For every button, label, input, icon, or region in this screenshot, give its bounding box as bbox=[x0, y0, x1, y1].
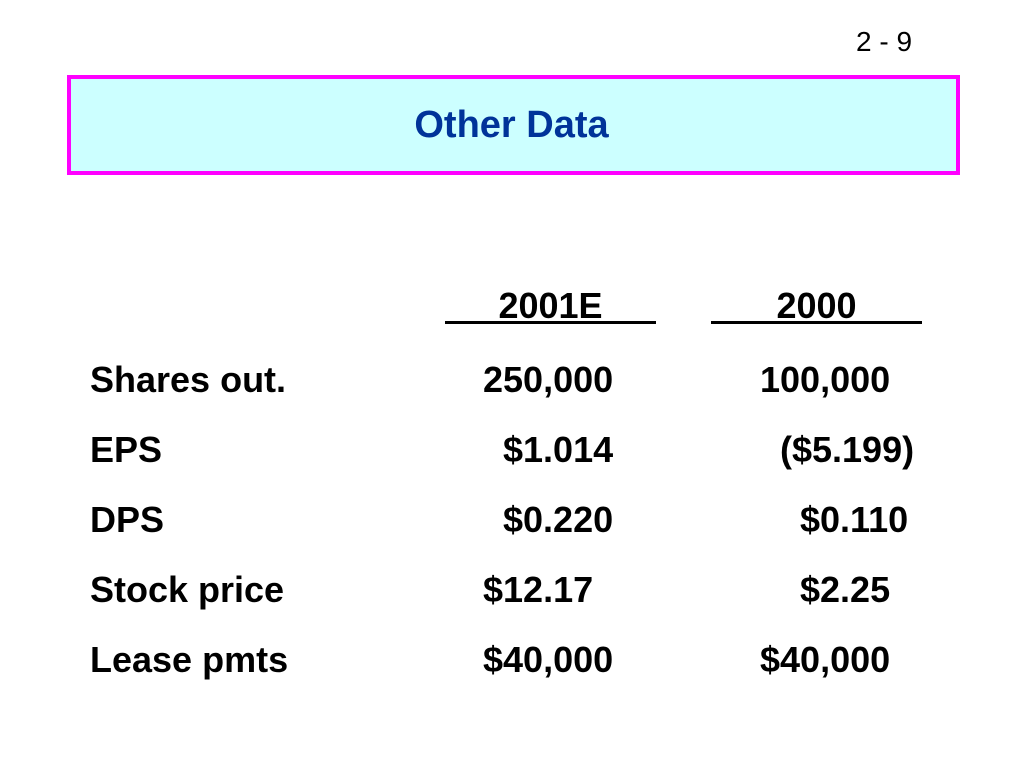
value-2001e: $1.014 bbox=[483, 429, 614, 470]
value-2001e: $12.17 bbox=[483, 569, 594, 610]
page-number: 2 - 9 bbox=[856, 26, 913, 57]
value-2001e: 250,000 bbox=[483, 359, 614, 400]
row-label: EPS bbox=[90, 429, 163, 470]
table-row: Stock price $12.17 $2.25 bbox=[0, 562, 1024, 618]
table-row: Lease pmts $40,000 $40,000 bbox=[0, 632, 1024, 688]
table-row: DPS $0.220 $0.110 bbox=[0, 492, 1024, 548]
value-2000: $2.25 bbox=[760, 569, 891, 610]
row-label: Lease pmts bbox=[90, 639, 289, 680]
row-label: DPS bbox=[90, 499, 165, 540]
value-2000: 100,000 bbox=[760, 359, 891, 400]
header-underline-2000 bbox=[711, 321, 922, 324]
value-2001e: $0.220 bbox=[483, 499, 614, 540]
value-2000: $0.110 bbox=[760, 499, 909, 540]
table-row: EPS $1.014 ($5.199) bbox=[0, 422, 1024, 478]
row-label: Shares out. bbox=[90, 359, 287, 400]
title-banner: Other Data bbox=[67, 75, 960, 175]
slide-title: Other Data bbox=[414, 103, 609, 146]
column-header-2001e: 2001E bbox=[498, 285, 603, 326]
table-row: Shares out. 250,000 100,000 bbox=[0, 352, 1024, 408]
value-2001e: $40,000 bbox=[483, 639, 614, 680]
value-2000: $40,000 bbox=[760, 639, 891, 680]
header-underline-2001e bbox=[445, 321, 656, 324]
column-header-2000: 2000 bbox=[776, 285, 857, 326]
value-2000: ($5.199) bbox=[760, 429, 915, 470]
row-label: Stock price bbox=[90, 569, 285, 610]
